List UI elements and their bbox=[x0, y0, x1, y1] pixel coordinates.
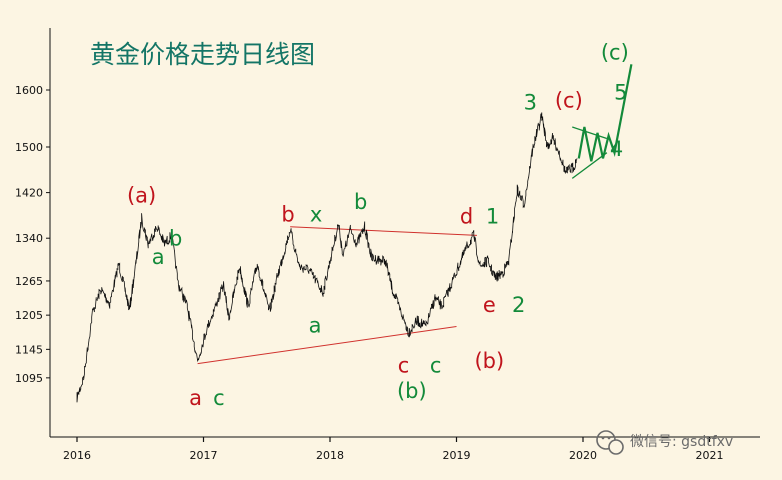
x-tick-label-2021: 2021 bbox=[696, 449, 724, 462]
wave-label-14: e bbox=[483, 293, 496, 317]
forecast-path-line bbox=[577, 64, 633, 162]
trendline-3 bbox=[571, 152, 608, 179]
wave-label-0: (a) bbox=[127, 183, 156, 207]
wave-label-6: x bbox=[310, 203, 322, 227]
trendlines bbox=[197, 126, 608, 365]
wave-label-21: 5 bbox=[614, 81, 627, 105]
wave-label-19: 4 bbox=[610, 137, 623, 161]
wave-label-18: (c) bbox=[555, 89, 583, 113]
wave-label-5: b bbox=[281, 203, 294, 227]
x-axis-ticks: 2016 2017 2018 2019 2020 2021 bbox=[63, 437, 724, 462]
trendline-2 bbox=[572, 126, 608, 140]
y-tick-label-1265: 1265 bbox=[15, 275, 43, 288]
wave-label-2: b bbox=[169, 226, 182, 250]
wave-label-3: a bbox=[189, 386, 202, 410]
wave-label-11: (b) bbox=[397, 379, 427, 403]
y-tick-label-1340: 1340 bbox=[15, 232, 43, 245]
trendline-0 bbox=[290, 226, 477, 236]
wave-label-4: c bbox=[213, 386, 225, 410]
wave-label-13: 1 bbox=[486, 204, 499, 228]
x-tick-label-2016: 2016 bbox=[63, 449, 91, 462]
wave-label-1: a bbox=[152, 245, 165, 269]
x-tick-label-2018: 2018 bbox=[316, 449, 344, 462]
y-axis-ticks: 1095 1145 1205 1265 1340 1420 1500 1600 bbox=[15, 84, 50, 385]
x-tick-label-2019: 2019 bbox=[443, 449, 471, 462]
y-tick-label-1600: 1600 bbox=[15, 84, 43, 97]
wave-label-12: d bbox=[460, 204, 473, 228]
trendline-1 bbox=[197, 326, 457, 365]
y-tick-label-1500: 1500 bbox=[15, 141, 43, 154]
wave-label-10: c bbox=[430, 353, 442, 377]
wave-label-9: c bbox=[398, 353, 410, 377]
price-series-line bbox=[76, 112, 578, 403]
wave-label-17: 3 bbox=[524, 91, 537, 115]
wechat-icon bbox=[596, 430, 624, 455]
wave-label-8: b bbox=[354, 190, 367, 214]
y-tick-label-1205: 1205 bbox=[15, 309, 43, 322]
watermark: 微信号: gsdtfxv bbox=[596, 430, 733, 455]
x-tick-label-2017: 2017 bbox=[190, 449, 218, 462]
chart-title: 黄金价格走势日线图 bbox=[90, 40, 315, 69]
y-tick-label-1420: 1420 bbox=[15, 187, 43, 200]
wave-label-15: 2 bbox=[512, 293, 525, 317]
x-tick-label-2020: 2020 bbox=[569, 449, 597, 462]
wave-label-16: (b) bbox=[474, 349, 504, 373]
y-tick-label-1095: 1095 bbox=[15, 372, 43, 385]
watermark-text: 微信号: gsdtfxv bbox=[630, 434, 733, 450]
wave-label-7: a bbox=[309, 313, 322, 337]
wave-label-20: (c) bbox=[601, 41, 629, 65]
y-tick-label-1145: 1145 bbox=[15, 343, 43, 356]
